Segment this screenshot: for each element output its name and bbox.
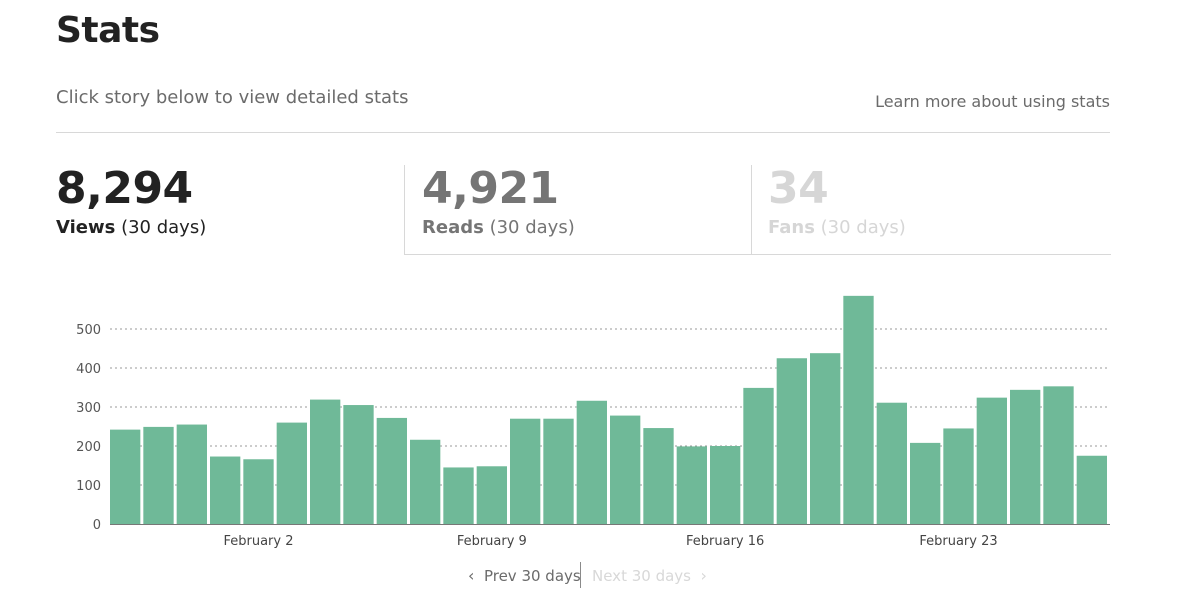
bar[interactable] <box>110 429 141 524</box>
prev-30-days-button[interactable]: ‹ Prev 30 days <box>468 566 581 585</box>
bar[interactable] <box>643 428 674 524</box>
x-tick-labels: February 2 February 9 February 16 February … <box>223 534 997 549</box>
x-tick-label: February 23 <box>919 534 997 549</box>
y-tick-label: 500 <box>76 323 101 338</box>
bar[interactable] <box>376 417 407 524</box>
bar[interactable] <box>943 428 974 524</box>
stat-tab-reads[interactable]: 4,921 Reads (30 days) <box>404 165 752 255</box>
bar[interactable] <box>976 397 1007 524</box>
bar[interactable] <box>1076 455 1107 524</box>
fans-count: 34 <box>768 163 829 214</box>
chevron-left-icon: ‹ <box>468 566 475 585</box>
learn-more-link[interactable]: Learn more about using stats <box>875 92 1110 111</box>
bars <box>110 295 1107 524</box>
bar[interactable] <box>1010 389 1041 524</box>
header-divider <box>56 132 1110 133</box>
bar[interactable] <box>343 405 374 524</box>
stat-tab-views[interactable]: 8,294 Views (30 days) <box>56 165 404 254</box>
next-30-days-button[interactable]: Next 30 days › <box>592 566 707 585</box>
bar[interactable] <box>1043 386 1074 524</box>
page-subtitle: Click story below to view detailed stats <box>56 87 409 108</box>
reads-caption: Reads (30 days) <box>422 217 752 238</box>
bar[interactable] <box>676 446 707 524</box>
fans-caption: Fans (30 days) <box>768 217 1111 238</box>
bar[interactable] <box>243 459 274 524</box>
views-caption: Views (30 days) <box>56 217 404 238</box>
y-tick-labels: 0 100 200 300 400 500 <box>76 323 101 533</box>
bar[interactable] <box>510 418 541 524</box>
bar[interactable] <box>443 467 474 524</box>
pager-divider <box>580 562 581 588</box>
stat-tab-fans[interactable]: 34 Fans (30 days) <box>751 165 1111 255</box>
bar[interactable] <box>143 426 174 524</box>
x-tick-label: February 16 <box>686 534 764 549</box>
bar[interactable] <box>876 402 907 524</box>
bar[interactable] <box>543 418 574 524</box>
fans-period: (30 days) <box>820 217 906 238</box>
bar[interactable] <box>743 387 774 524</box>
bar[interactable] <box>310 399 341 524</box>
y-tick-label: 0 <box>93 518 101 533</box>
next-label: Next 30 days <box>592 567 691 585</box>
x-tick-label: February 2 <box>223 534 293 549</box>
bar[interactable] <box>610 415 641 524</box>
views-count: 8,294 <box>56 163 193 214</box>
bar[interactable] <box>910 442 941 524</box>
bar[interactable] <box>810 353 841 524</box>
reads-count: 4,921 <box>422 163 559 214</box>
pagination: ‹ Prev 30 days Next 30 days › <box>0 562 1200 588</box>
bar[interactable] <box>776 358 807 524</box>
bar[interactable] <box>843 295 874 524</box>
y-tick-label: 300 <box>76 401 101 416</box>
bar[interactable] <box>576 400 607 524</box>
reads-period: (30 days) <box>489 217 575 238</box>
views-period: (30 days) <box>121 217 207 238</box>
prev-label: Prev 30 days <box>483 567 581 585</box>
y-tick-label: 400 <box>76 362 101 377</box>
bar[interactable] <box>476 466 507 524</box>
bar[interactable] <box>176 424 207 524</box>
fans-label: Fans <box>768 217 815 238</box>
x-tick-label: February 9 <box>457 534 527 549</box>
bar[interactable] <box>276 422 307 524</box>
page-title: Stats <box>56 10 160 51</box>
chevron-right-icon: › <box>700 566 707 585</box>
y-tick-label: 200 <box>76 440 101 455</box>
y-tick-label: 100 <box>76 479 101 494</box>
bar[interactable] <box>710 446 741 524</box>
reads-label: Reads <box>422 217 484 238</box>
bar[interactable] <box>210 456 241 524</box>
bar[interactable] <box>410 439 441 524</box>
views-label: Views <box>56 217 116 238</box>
